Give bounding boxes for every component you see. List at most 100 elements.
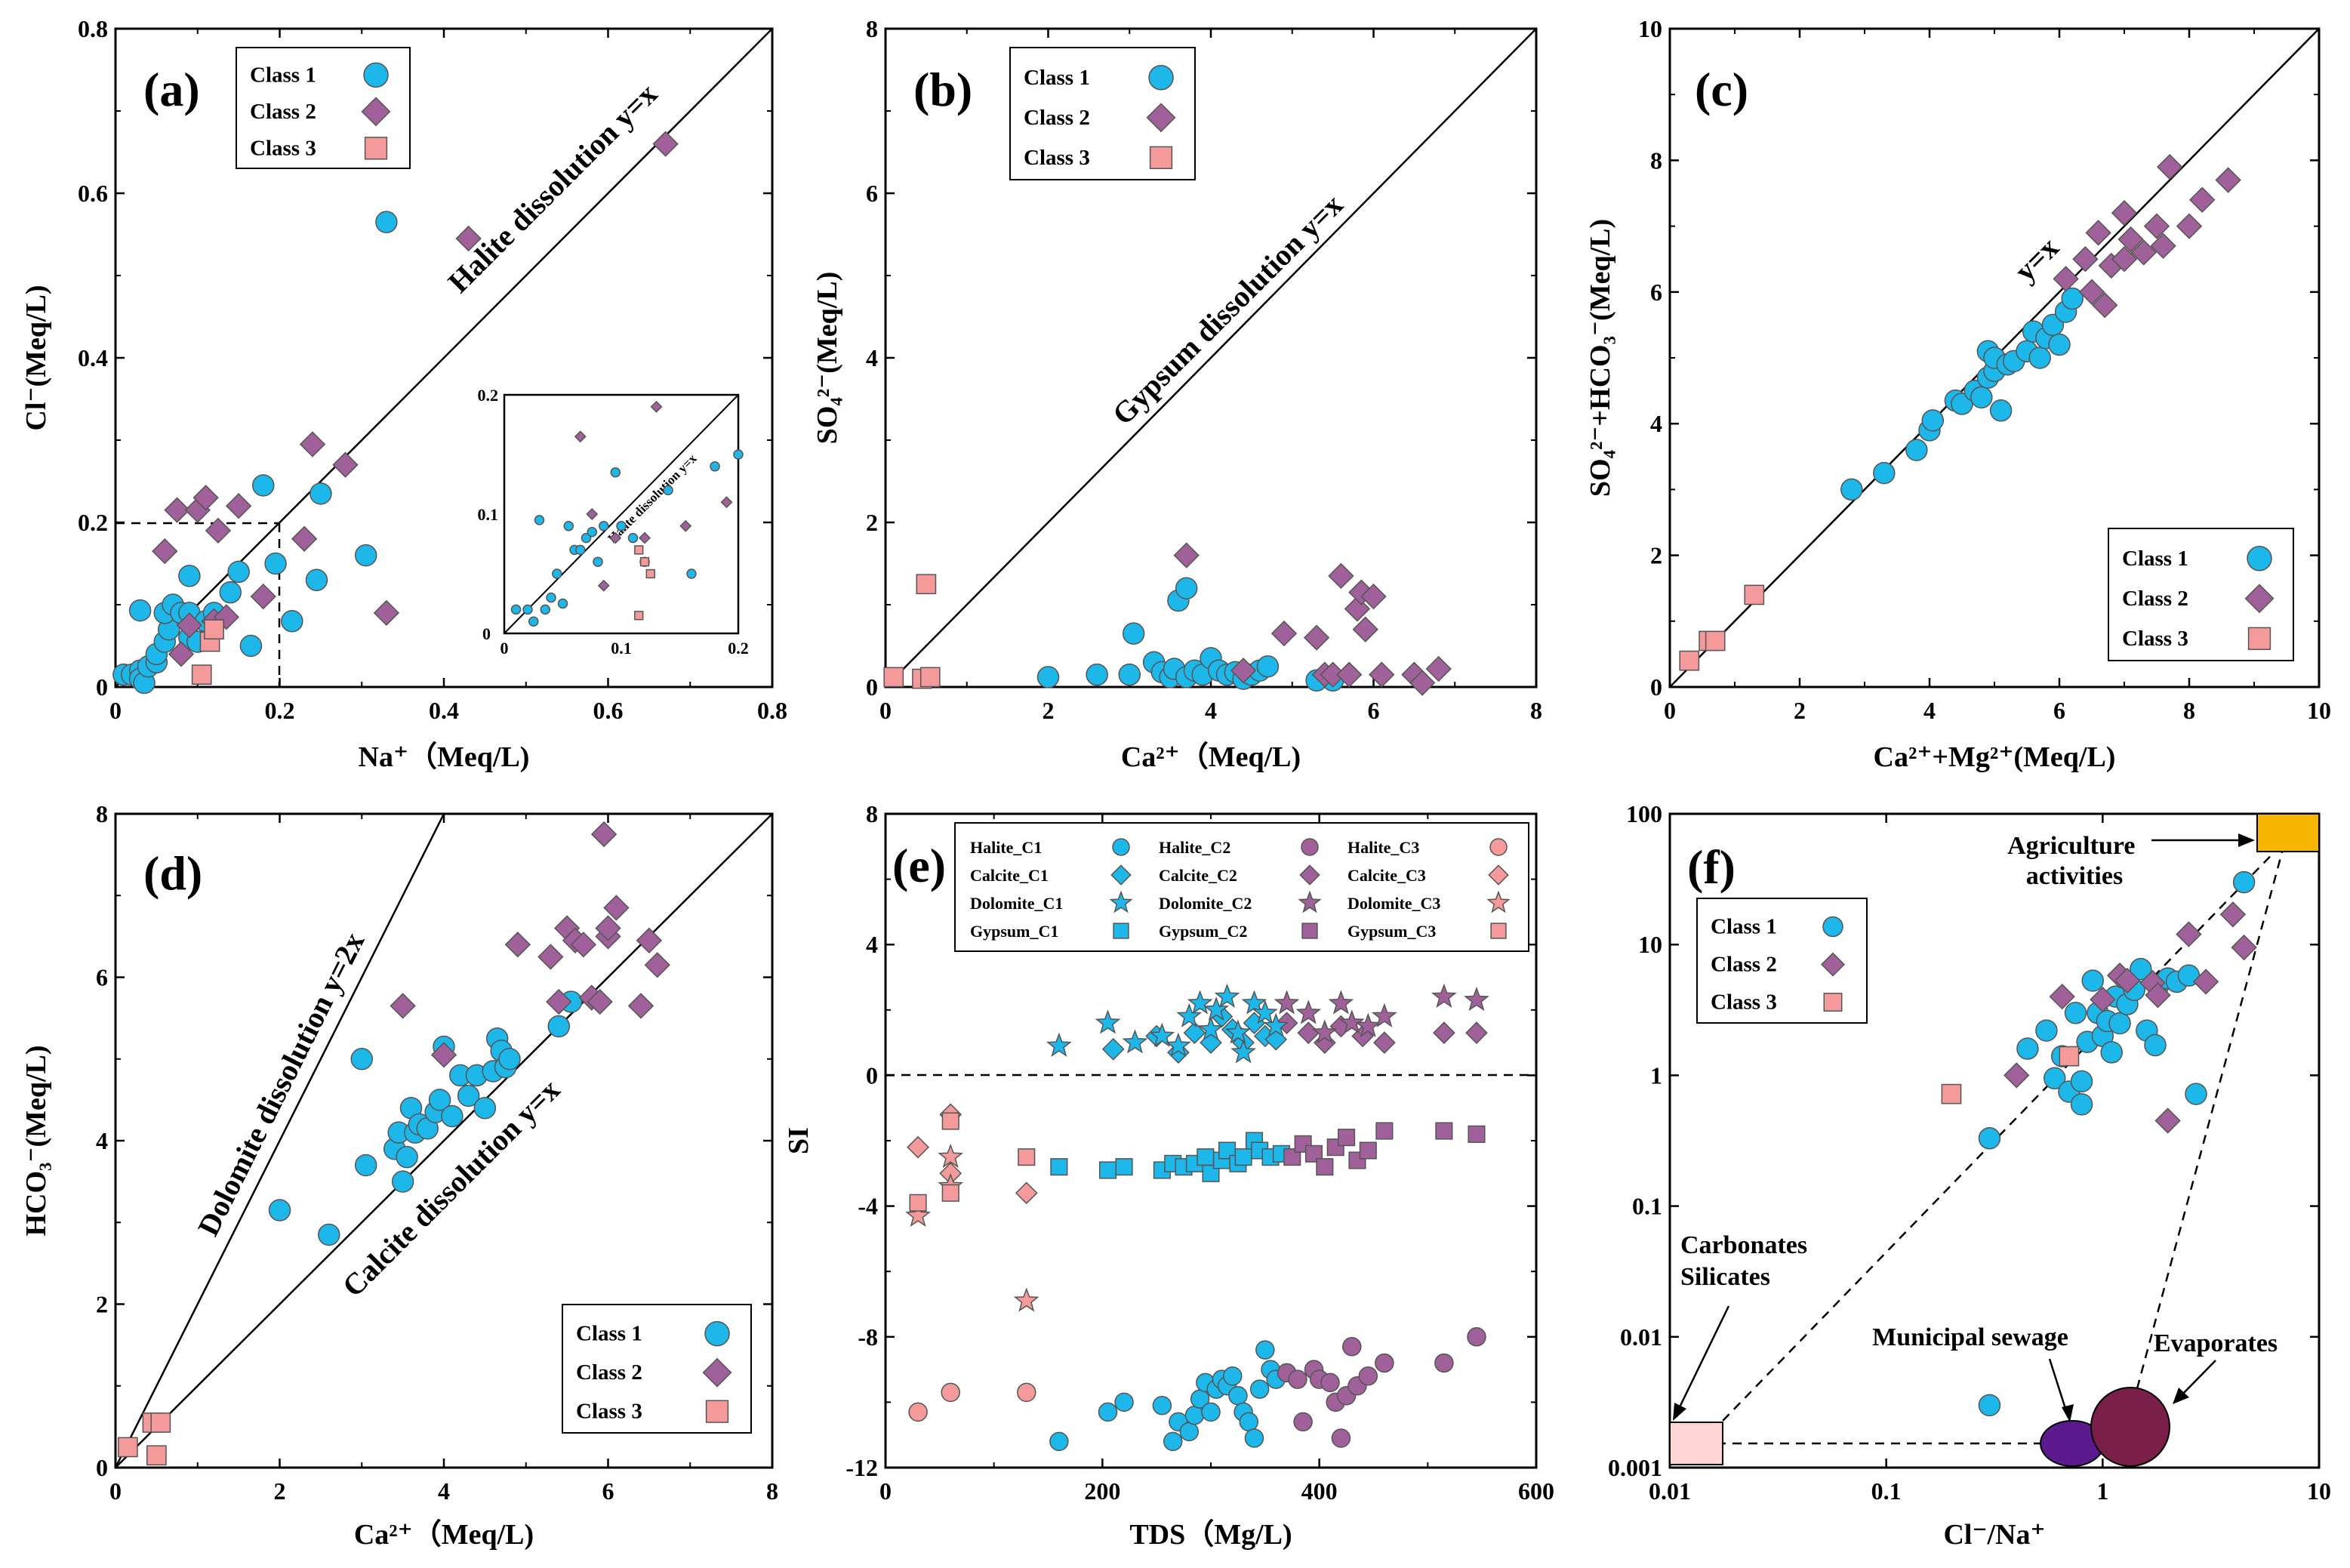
y-tick-label: 0 <box>866 1061 878 1089</box>
x-tick-label: 8 <box>1530 697 1542 724</box>
data-point-class-2 <box>2176 213 2203 239</box>
data-point-class-2 <box>225 493 252 519</box>
inset-point-class-3 <box>634 611 644 621</box>
data-point-class-1 <box>1989 399 2013 422</box>
data-point-class-1 <box>1921 409 1945 432</box>
legend-label: Calcite_C1 <box>970 866 1049 885</box>
x-tick-label: 0.1 <box>1871 1477 1902 1505</box>
x-tick-label: 0.6 <box>593 697 624 724</box>
legend-marker-class-1 <box>1822 916 1843 938</box>
data-point-class-3 <box>204 619 224 640</box>
x-tick-label: 8 <box>2183 697 2195 724</box>
y-tick-label: 8 <box>1650 146 1662 174</box>
panel-label: (f) <box>1687 840 1736 894</box>
data-point-class-2 <box>537 944 564 970</box>
data-point-class-1 <box>2100 1041 2123 1064</box>
panel-a: 0 0.2 0.4 0.6 0.8 0 0.2 0.4 0.6 0.8 Halite dissol… <box>20 15 787 773</box>
data-point-class-1 <box>391 1170 414 1193</box>
gypsum-line-label: Gypsum dissolution y=x <box>1106 187 1350 431</box>
data-point-class-1 <box>1840 478 1863 501</box>
inset-point-class-3 <box>639 557 650 567</box>
legend-label: Dolomite_C1 <box>970 894 1063 913</box>
data-point-class-1 <box>2043 1067 2066 1090</box>
data-point-class-1 <box>2048 333 2071 356</box>
y-tick-label: 0 <box>866 673 878 701</box>
data-point-class-3 <box>1013 1287 1039 1312</box>
halite-line-label: Halite dissolution y=x <box>442 77 664 300</box>
legend-label: Class 3 <box>250 136 316 160</box>
y-axis-title: SO₄²⁻(Meq/L) <box>812 272 843 445</box>
data-point-class-2 <box>455 225 482 252</box>
data-point-class-2 <box>2145 982 2171 1009</box>
legend-label: Gypsum_C1 <box>970 922 1058 941</box>
data-point-class-2 <box>1288 1369 1307 1389</box>
data-points <box>905 983 1489 1452</box>
x-tick-label: 0.01 <box>1649 1477 1691 1505</box>
data-point-class-3 <box>909 1194 927 1212</box>
data-point-class-3 <box>941 1112 959 1130</box>
data-point-class-2 <box>1316 1158 1334 1176</box>
data-point-class-1 <box>1228 1385 1248 1406</box>
y-tick-label: 4 <box>866 931 878 958</box>
data-point-class-2 <box>205 517 232 544</box>
y-tick-label: 2 <box>866 509 878 536</box>
y-tick-label: 100 <box>1626 800 1662 827</box>
evaporates-arrow <box>2179 1360 2216 1397</box>
legend-marker <box>1301 838 1319 856</box>
y-axis-title: HCO₃⁻(Meq/L) <box>20 1045 52 1236</box>
legend-marker-class-1 <box>363 62 389 88</box>
arrow-head-icon <box>1673 1403 1686 1421</box>
legend-label: Class 3 <box>576 1400 642 1424</box>
data-point-class-2 <box>1295 1000 1322 1024</box>
data-point-class-1 <box>1114 1392 1134 1412</box>
data-point-class-1 <box>1184 1405 1205 1425</box>
y-axis-title: Cl⁻(Meq/L) <box>20 285 52 430</box>
evaporates-end-member <box>2090 1387 2170 1467</box>
data-point-class-1 <box>1241 990 1267 1015</box>
y-axis-title: SO₄²⁻+HCO₃⁻(Meq/L) <box>1585 219 1616 497</box>
legend-marker <box>1109 890 1133 913</box>
legend-marker <box>1489 838 1508 856</box>
data-point-class-2 <box>2231 934 2257 961</box>
data-point-class-3 <box>919 667 941 688</box>
data-point-class-2 <box>430 1042 457 1068</box>
legend-label: Class 2 <box>1711 953 1777 977</box>
data-point-class-1 <box>178 565 201 587</box>
x-tick-label: 2 <box>274 1477 286 1505</box>
y-tick-label: 0.6 <box>78 180 108 207</box>
data-point-class-2 <box>1173 542 1200 568</box>
data-point-class-2 <box>1303 624 1330 651</box>
legend-label: Dolomite_C2 <box>1159 894 1252 913</box>
data-point-class-1 <box>1118 663 1141 686</box>
legend-marker-class-2 <box>702 1357 732 1388</box>
data-point-class-1 <box>1095 1009 1121 1034</box>
panel-b: 0 2 4 6 8 0 2 4 6 8 Gypsum dissolution y=x (b) Cl… <box>812 15 1542 773</box>
data-point-class-2 <box>1344 596 1371 622</box>
x-tick-label: 400 <box>1301 1477 1338 1505</box>
data-point-class-1 <box>1263 1012 1289 1037</box>
data-point-class-1 <box>1179 1422 1200 1442</box>
data-point-class-2 <box>373 599 400 627</box>
data-point-class-2 <box>1435 1122 1453 1140</box>
data-point-class-2 <box>2085 220 2111 246</box>
data-point-class-1 <box>547 1015 570 1038</box>
x-tick-label: 4 <box>1923 697 1936 724</box>
data-point-class-1 <box>1200 1031 1222 1054</box>
x-tick-label: 0.8 <box>757 697 787 724</box>
data-point-class-2 <box>595 915 621 941</box>
x-tick-label: 0 <box>879 697 892 724</box>
legend-label: Class 1 <box>1024 66 1090 90</box>
legend-marker <box>1113 923 1129 939</box>
y-tick-label: 1 <box>1650 1061 1662 1089</box>
inset-point-class-1 <box>710 461 720 472</box>
mixing-line <box>2127 840 2287 1420</box>
data-point-class-2 <box>2192 969 2219 995</box>
inset-ytick: 0.1 <box>478 505 499 524</box>
data-point-class-2 <box>2078 279 2105 305</box>
data-point-class-2 <box>1358 1366 1378 1386</box>
legend-marker <box>1110 864 1132 886</box>
legend-marker-class-2 <box>2244 584 2275 614</box>
data-point-class-2 <box>1359 1141 1377 1160</box>
data-point-class-1 <box>219 581 242 604</box>
data-points <box>883 542 1452 696</box>
